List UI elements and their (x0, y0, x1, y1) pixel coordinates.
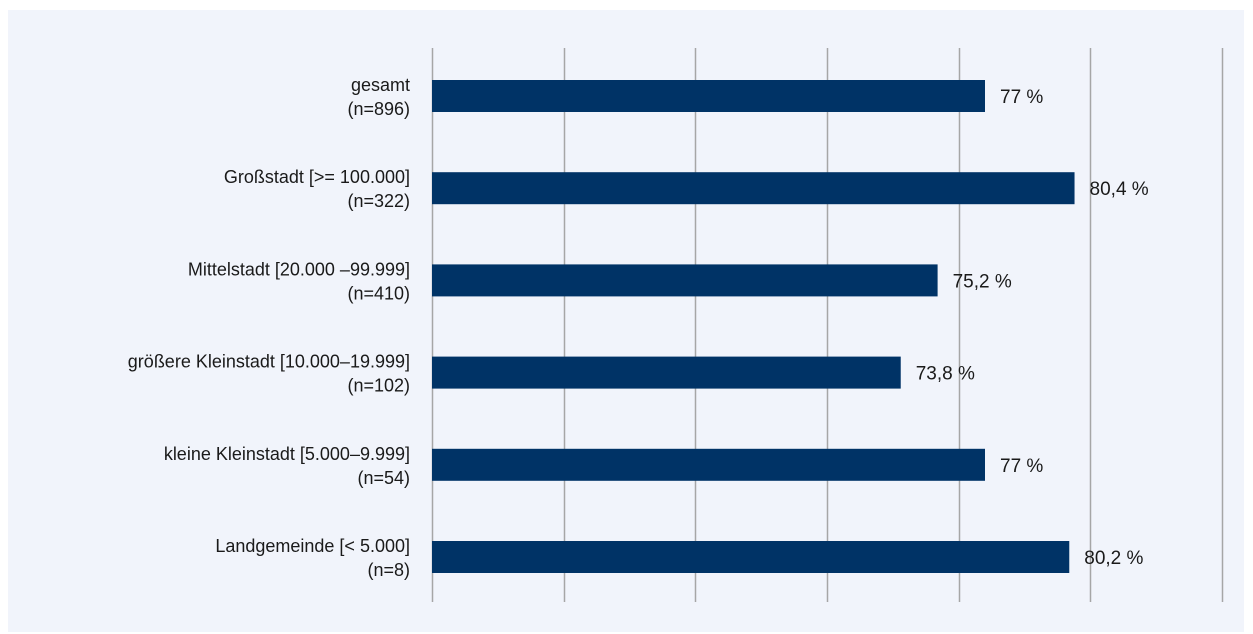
category-labels: gesamt (n=896) Großstadt [>= 100.000] (n=32… (128, 75, 410, 580)
value-label-0: 77 % (1000, 87, 1043, 108)
category-n-label-1: (n=322) (347, 191, 410, 211)
bar-1 (432, 172, 1075, 205)
category-label-3: größere Kleinstadt [10.000–19.999] (128, 352, 410, 372)
gridlines (431, 48, 1224, 602)
bar-3 (432, 356, 901, 389)
bar-5 (432, 541, 1070, 573)
category-n-label-4: (n=54) (357, 468, 410, 488)
value-label-5: 80,2 % (1084, 548, 1143, 569)
chart-panel (8, 10, 1244, 632)
bar-4 (432, 448, 985, 481)
value-label-1: 80,4 % (1090, 179, 1149, 200)
bar-2 (432, 264, 938, 297)
bars (432, 80, 1075, 573)
bar-0 (432, 80, 985, 112)
category-label-5: Landgemeinde [< 5.000] (215, 536, 410, 556)
category-n-label-3: (n=102) (347, 376, 410, 396)
category-n-label-0: (n=896) (347, 99, 410, 119)
category-label-4: kleine Kleinstadt [5.000–9.999] (164, 444, 410, 464)
value-labels: 77 % 80,4 % 75,2 % 73,8 % 77 % 80,2 % (916, 87, 1149, 569)
category-label-1: Großstadt [>= 100.000] (224, 167, 410, 187)
value-label-3: 73,8 % (916, 364, 975, 385)
value-label-2: 75,2 % (953, 271, 1012, 292)
category-n-label-2: (n=410) (347, 283, 410, 303)
category-n-label-5: (n=8) (367, 560, 410, 580)
category-label-2: Mittelstadt [20.000 –99.999] (188, 259, 410, 279)
value-label-4: 77 % (1000, 456, 1043, 477)
category-label-0: gesamt (351, 75, 410, 95)
